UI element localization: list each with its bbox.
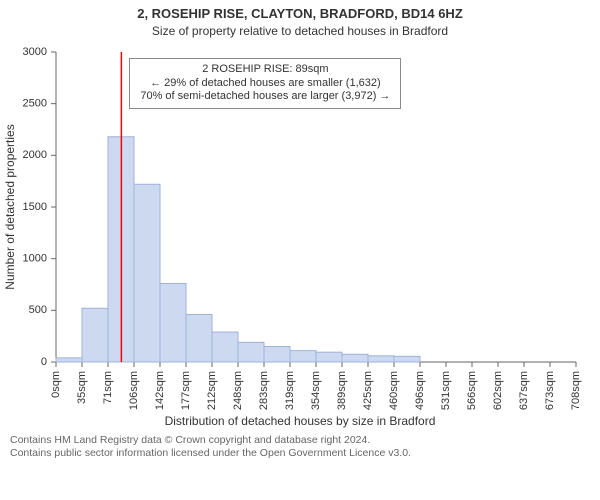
- svg-text:500: 500: [29, 304, 47, 316]
- svg-text:142sqm: 142sqm: [154, 371, 166, 410]
- annotation-box: 2 ROSEHIP RISE: 89sqm ← 29% of detached …: [129, 58, 401, 109]
- svg-text:2000: 2000: [23, 149, 47, 161]
- svg-text:283sqm: 283sqm: [258, 371, 270, 410]
- svg-text:531sqm: 531sqm: [440, 371, 452, 410]
- svg-text:2500: 2500: [23, 98, 47, 110]
- svg-text:566sqm: 566sqm: [466, 371, 478, 410]
- svg-text:106sqm: 106sqm: [128, 371, 140, 410]
- svg-text:496sqm: 496sqm: [414, 371, 426, 410]
- svg-text:71sqm: 71sqm: [102, 371, 114, 404]
- svg-text:Number of detached properties: Number of detached properties: [3, 124, 17, 289]
- svg-text:708sqm: 708sqm: [570, 371, 582, 410]
- svg-text:1500: 1500: [23, 201, 47, 213]
- x-axis-label: Distribution of detached houses by size …: [0, 412, 600, 428]
- chart-container: 0 500 1000 1500 2000 2500 3000 Number of detach…: [0, 42, 600, 412]
- svg-text:212sqm: 212sqm: [206, 371, 218, 410]
- svg-text:319sqm: 319sqm: [284, 371, 296, 410]
- svg-text:354sqm: 354sqm: [310, 371, 322, 410]
- svg-text:0sqm: 0sqm: [50, 371, 62, 398]
- page-subtitle: Size of property relative to detached ho…: [0, 22, 600, 42]
- svg-text:460sqm: 460sqm: [388, 371, 400, 410]
- page-title: 2, ROSEHIP RISE, CLAYTON, BRADFORD, BD14…: [0, 0, 600, 22]
- svg-text:3000: 3000: [23, 46, 47, 58]
- svg-text:425sqm: 425sqm: [362, 371, 374, 410]
- footer: Contains HM Land Registry data © Crown c…: [0, 428, 600, 460]
- svg-text:248sqm: 248sqm: [232, 371, 244, 410]
- svg-text:177sqm: 177sqm: [180, 371, 192, 410]
- footer-line-1: Contains HM Land Registry data © Crown c…: [10, 434, 590, 447]
- annotation-line-3: 70% of semi-detached houses are larger (…: [140, 90, 390, 104]
- svg-text:0: 0: [41, 356, 47, 368]
- annotation-line-2: ← 29% of detached houses are smaller (1,…: [140, 77, 390, 91]
- svg-text:389sqm: 389sqm: [336, 371, 348, 410]
- svg-text:35sqm: 35sqm: [76, 371, 88, 404]
- svg-text:637sqm: 637sqm: [518, 371, 530, 410]
- annotation-line-1: 2 ROSEHIP RISE: 89sqm: [140, 63, 390, 77]
- svg-text:673sqm: 673sqm: [544, 371, 556, 410]
- footer-line-2: Contains public sector information licen…: [10, 447, 590, 460]
- svg-text:602sqm: 602sqm: [492, 371, 504, 410]
- svg-text:1000: 1000: [23, 253, 47, 265]
